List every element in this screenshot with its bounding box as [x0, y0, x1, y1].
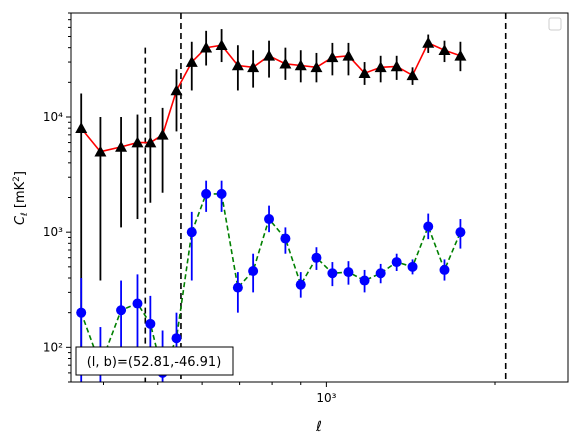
black-series	[75, 29, 467, 348]
y-tick-label: 10⁴	[43, 110, 63, 124]
x-axis-ticks: 10³	[102, 382, 496, 405]
data-point	[232, 282, 243, 293]
data-point	[454, 49, 467, 61]
data-point	[280, 233, 291, 244]
data-point	[438, 44, 451, 56]
data-point	[248, 266, 259, 277]
data-point	[75, 122, 88, 133]
data-point	[391, 257, 402, 268]
data-point	[455, 227, 466, 238]
data-point	[94, 145, 107, 157]
data-point	[216, 188, 227, 199]
data-point	[144, 136, 157, 148]
data-point	[263, 49, 276, 61]
y-tick-label: 10²	[43, 340, 63, 354]
data-point	[116, 305, 127, 316]
vertical-lines	[144, 13, 507, 382]
data-point	[231, 59, 244, 71]
data-point	[156, 128, 169, 140]
data-point	[374, 61, 387, 73]
data-point	[326, 51, 339, 63]
y-axis-label: Cℓ [mK2]	[12, 171, 30, 225]
data-point	[407, 261, 418, 272]
y-tick-label: 10³	[43, 225, 63, 239]
data-point	[294, 59, 307, 71]
data-point	[200, 41, 213, 53]
data-point	[358, 67, 371, 79]
data-point	[76, 307, 87, 318]
data-point	[343, 267, 354, 278]
data-point	[375, 268, 386, 279]
data-point	[247, 61, 260, 73]
data-point	[185, 56, 198, 67]
data-point	[295, 279, 306, 290]
data-point	[342, 49, 355, 61]
data-point	[359, 275, 370, 286]
data-point	[439, 264, 450, 275]
data-point	[279, 57, 292, 69]
data-point	[423, 221, 434, 232]
legend-box	[548, 17, 562, 31]
x-tick-label: 10³	[316, 391, 336, 405]
data-point	[406, 69, 419, 81]
annotation-box	[75, 346, 234, 376]
data-point	[422, 36, 435, 48]
data-point	[310, 61, 323, 73]
data-point	[264, 214, 275, 225]
data-point	[327, 268, 338, 279]
data-point	[115, 140, 128, 152]
data-point	[186, 227, 197, 238]
data-point	[201, 188, 212, 199]
data-point	[390, 60, 403, 72]
annotation-text: (l, b)=(52.81,-46.91)	[87, 355, 222, 370]
y-axis-ticks: 10² 10³ 10⁴	[43, 12, 71, 383]
data-point	[311, 252, 322, 263]
x-axis-label: ℓ	[315, 419, 322, 435]
data-point	[171, 333, 182, 344]
data-point	[131, 136, 144, 148]
data-point	[145, 318, 156, 329]
data-point	[215, 39, 228, 51]
data-point	[132, 298, 143, 309]
data-point	[170, 84, 183, 96]
